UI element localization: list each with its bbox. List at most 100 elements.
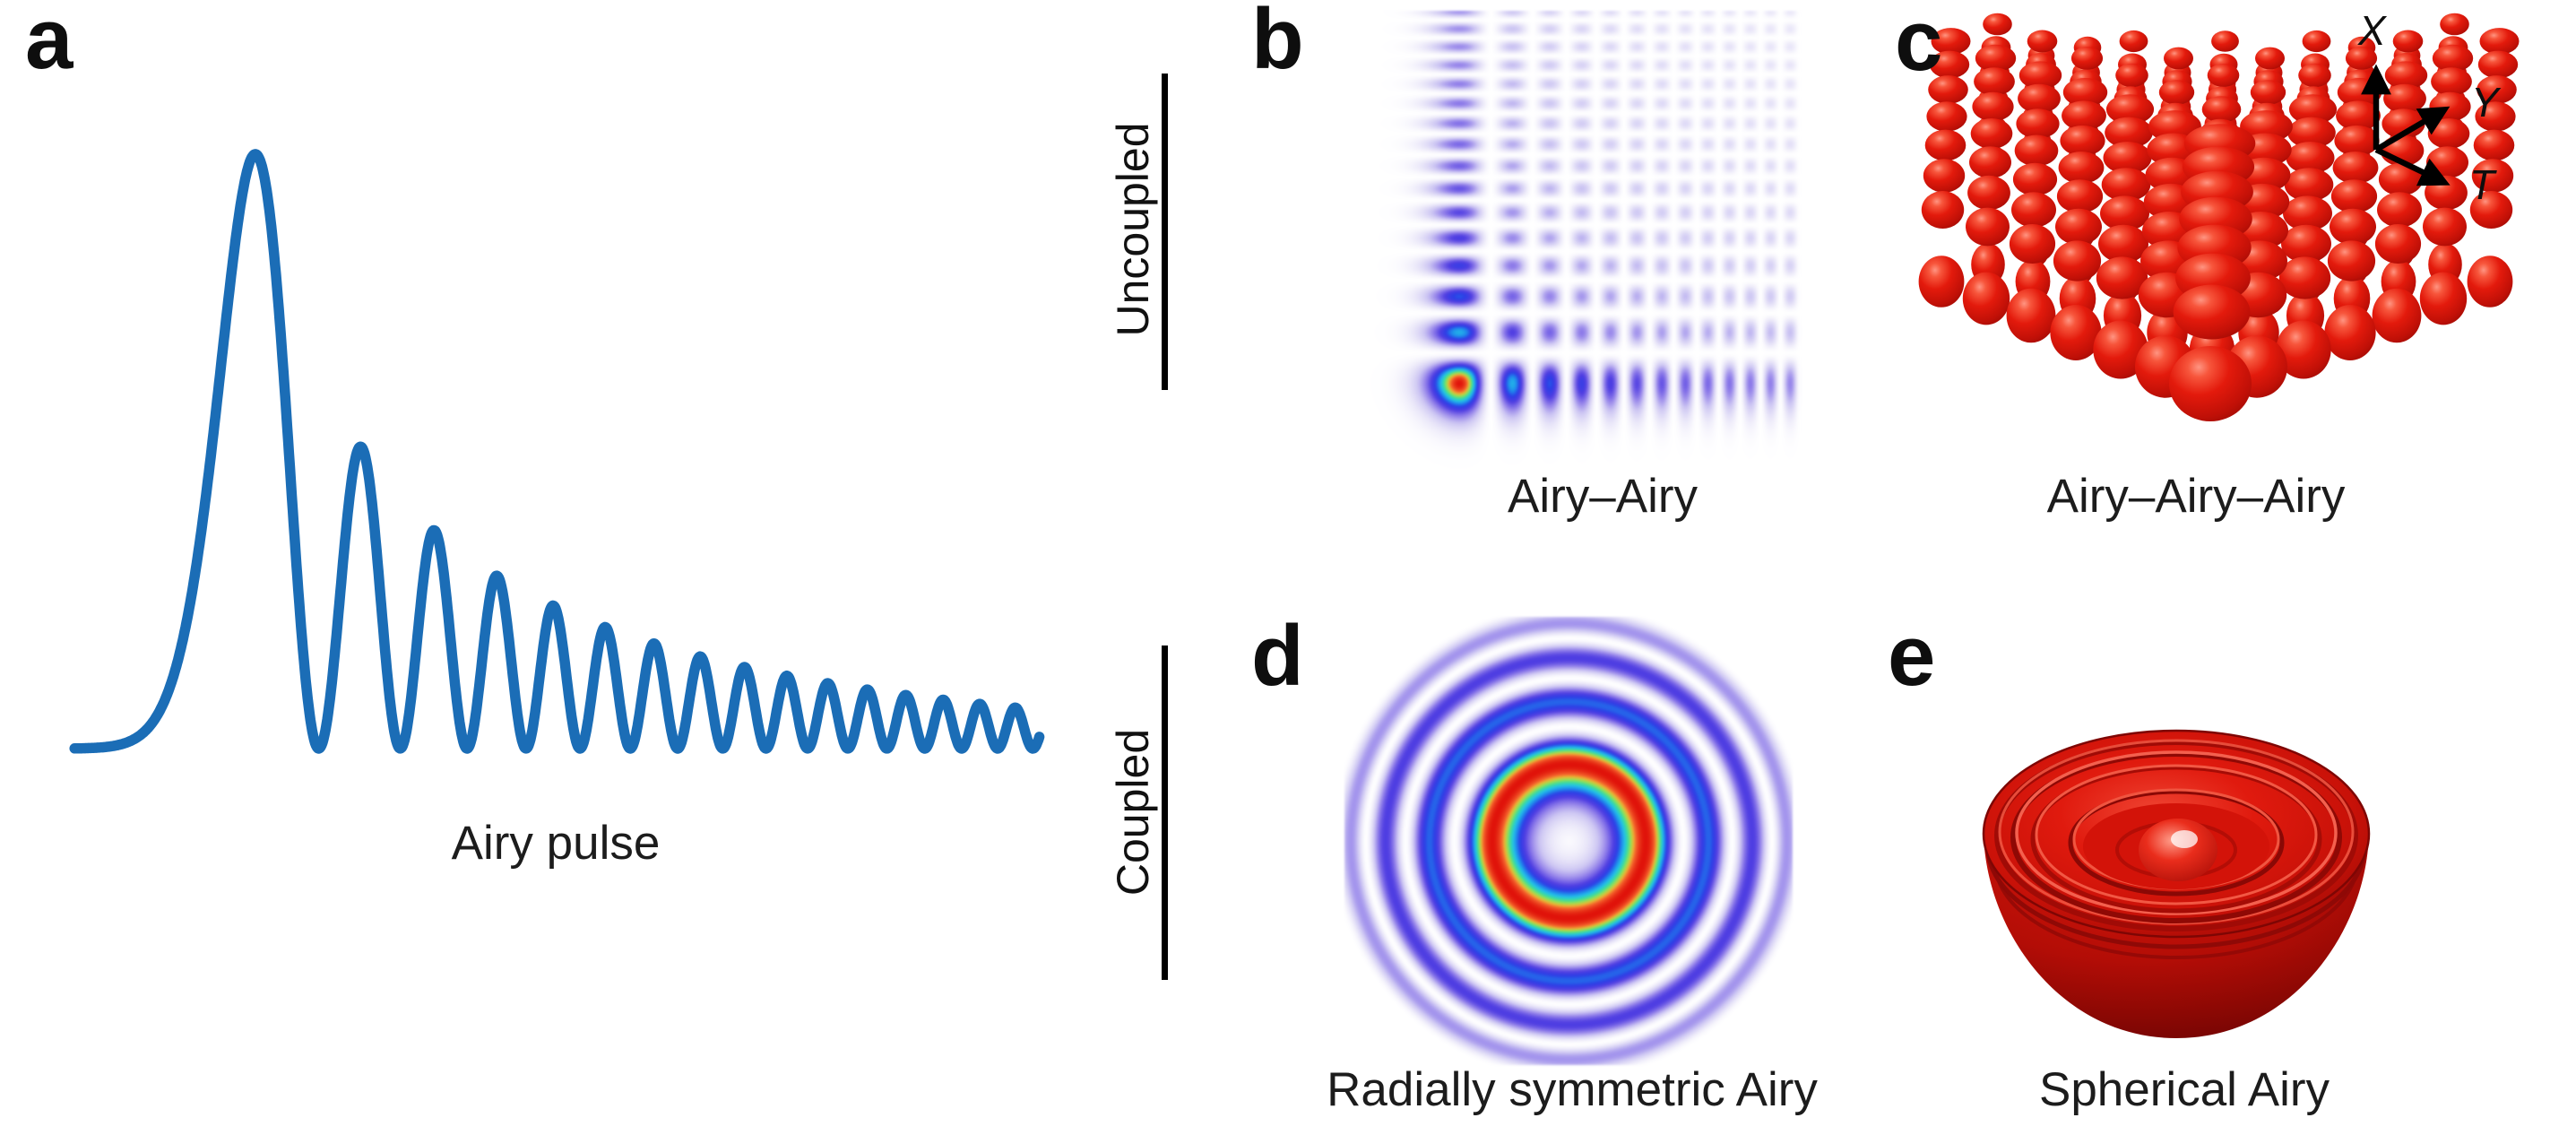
airy-lobe-blob — [2018, 61, 2062, 90]
airy-lobe-blob — [2283, 195, 2332, 231]
airy-lobe-blob — [2201, 96, 2242, 123]
airy-lobe-blob — [2345, 47, 2378, 70]
panel-letter-c: c — [1895, 0, 1943, 89]
group-label-coupled: Coupled — [1108, 728, 1158, 897]
airy-lobe-blob — [2302, 30, 2331, 53]
caption-airy-airy: Airy–Airy — [1507, 470, 1699, 523]
airy-lobe-blob — [1928, 75, 1968, 104]
airy-lobe-blob — [2006, 288, 2056, 343]
airy-lobe-blob — [2053, 240, 2102, 282]
airy-lobe-blob — [2058, 152, 2105, 184]
coupled-divider-bar — [1162, 645, 1168, 980]
airy-pulse-curve — [69, 149, 1045, 754]
airy-lobe-blob — [2336, 100, 2381, 131]
specular-highlight — [2171, 830, 2198, 848]
airy-lobe-blob — [1970, 118, 2013, 149]
airy-lobe-blob — [2425, 175, 2468, 211]
airy-lobe-blob — [2334, 125, 2380, 157]
airy-lobe-blob — [2383, 83, 2426, 114]
airy-lobe-blob — [2101, 168, 2151, 202]
airy-lobe-blob — [2211, 30, 2239, 52]
bowl-center-bump — [2139, 819, 2217, 881]
axis-triad — [2361, 64, 2451, 186]
airy-lobe-blob — [1929, 50, 1970, 79]
panel-letter-d: d — [1251, 608, 1304, 704]
airy-lobe-blob — [2115, 63, 2148, 88]
airy-lobe-blob — [2384, 61, 2428, 90]
airy-lobe-blob — [2332, 152, 2379, 184]
airy-airy-airy-isosurface — [1918, 13, 2520, 421]
airy-lobe-blob — [2467, 256, 2513, 308]
airy-lobe-blob — [2324, 305, 2376, 360]
airy-lobe-blob — [2098, 224, 2148, 264]
airy-lobe-blob — [2330, 208, 2376, 246]
airy-lobe-blob — [2062, 78, 2108, 107]
airy-lobe-blob — [2169, 346, 2252, 421]
y-axis-label: Y — [2471, 79, 2502, 126]
airy-lobe-blob — [2469, 191, 2513, 229]
airy-lobe-blob — [2377, 192, 2422, 228]
airy-lobe-blob — [2427, 118, 2470, 149]
airy-lobe-blob — [2119, 30, 2148, 53]
airy-lobe-blob — [1923, 159, 1966, 193]
airy-lobe-blob — [2287, 117, 2336, 149]
airy-lobe-blob — [2477, 50, 2519, 79]
caption-airy-airy-airy: Airy–Airy–Airy — [2046, 470, 2346, 523]
airy-lobe-blob — [2440, 13, 2469, 36]
panel-letter-e: e — [1888, 608, 1936, 704]
airy-lobe-blob — [2281, 224, 2331, 264]
airy-lobe-blob — [2330, 179, 2378, 213]
airy-lobe-blob — [1966, 207, 2010, 247]
airy-lobe-blob — [2240, 110, 2293, 143]
t-axis-arrow — [2374, 147, 2451, 186]
airy-lobe-blob — [2014, 134, 2059, 167]
airy-lobe-blob — [1967, 175, 2010, 211]
airy-lobe-blob — [2009, 224, 2056, 264]
caption-spherical-airy: Spherical Airy — [2038, 1063, 2330, 1116]
airy-lobe-blob — [2298, 63, 2331, 88]
airy-lobe-blob — [2060, 125, 2105, 157]
airy-lobe-blob — [2164, 47, 2193, 70]
airy-lobe-blob — [2105, 117, 2153, 149]
airy-lobe-blob — [2477, 75, 2517, 104]
t-axis-label: T — [2469, 161, 2497, 208]
airy-lobe-blob — [2100, 195, 2149, 231]
airy-lobe-blob — [2276, 320, 2331, 379]
x-axis-label: X — [2357, 7, 2388, 54]
airy-lobe-blob — [2471, 159, 2514, 193]
airy-lobe-blob — [2374, 224, 2422, 264]
airy-lobe-blob — [2056, 179, 2104, 213]
airy-lobe-blob — [2012, 162, 2058, 196]
airy-lobe-blob — [2055, 208, 2102, 246]
airy-lobe-blob — [2284, 168, 2334, 202]
airy-lobe-blob — [2016, 108, 2060, 139]
airy-lobe-blob — [2426, 146, 2468, 178]
caption-radially-symmetric: Radially symmetric Airy — [1327, 1063, 1818, 1116]
spherical-airy-render — [1982, 729, 2371, 1038]
airy-lobe-blob — [2286, 142, 2335, 174]
airy-lobe-blob — [2158, 80, 2195, 105]
airy-lobe-blob — [2093, 320, 2148, 379]
group-label-uncoupled: Uncoupled — [1108, 122, 1158, 337]
airy-lobe-blob — [2419, 272, 2468, 325]
airy-airy-heatmap — [1344, 11, 1802, 486]
airy-lobe-blob — [2392, 30, 2424, 53]
airy-lobe-blob — [2431, 67, 2472, 96]
airy-lobe-blob — [2105, 94, 2155, 125]
airy-lobe-blob — [2378, 162, 2424, 196]
caption-airy-pulse: Airy pulse — [451, 817, 661, 870]
airy-lobe-blob — [2475, 101, 2516, 132]
panel-letter-b: b — [1251, 0, 1304, 87]
airy-lobe-blob — [1975, 44, 2017, 73]
y-axis-arrow — [2374, 106, 2451, 152]
airy-lobe-blob — [2207, 64, 2240, 87]
airy-lobe-blob — [1962, 272, 2010, 325]
airy-lobe-blob — [2096, 256, 2148, 299]
airy-lobe-blob — [1931, 28, 1971, 55]
airy-lobe-blob — [1924, 129, 1967, 161]
radially-symmetric-airy-heatmap — [1344, 617, 1793, 1065]
airy-lobe-blob — [2050, 305, 2102, 360]
airy-lobe-blob — [1969, 146, 2011, 178]
